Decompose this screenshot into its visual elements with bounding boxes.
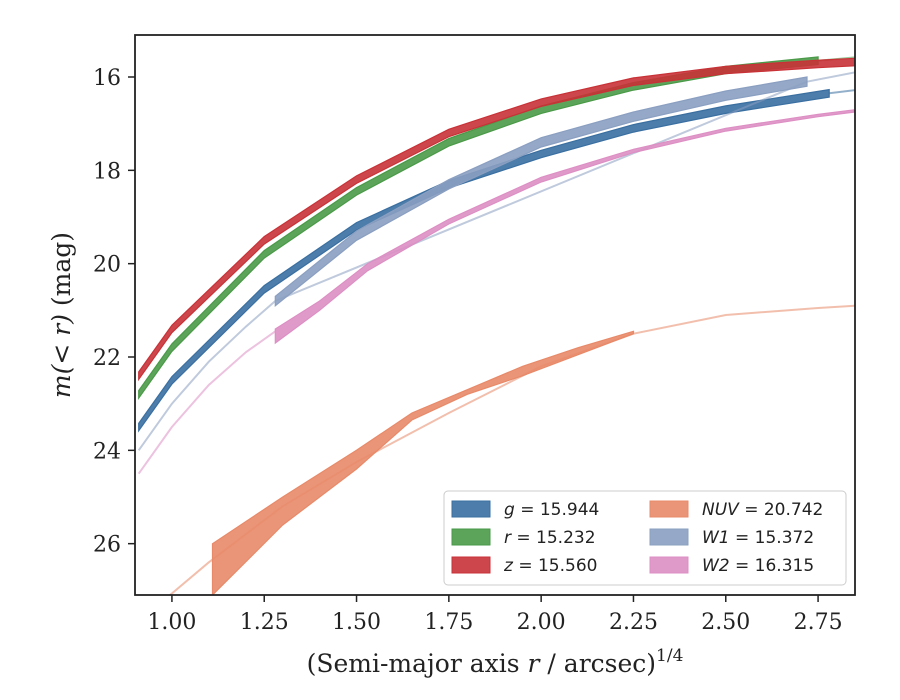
x-tick-label: 1.75 (424, 610, 473, 635)
legend-label-r: r = 15.232 (504, 528, 596, 548)
plot-frame (134, 34, 856, 596)
legend-swatch-w1 (649, 528, 689, 546)
x-tick-label: 2.25 (609, 610, 658, 635)
y-tick-label: 20 (93, 253, 121, 278)
y-tick-label: 22 (93, 346, 121, 371)
series-g-band (138, 88, 830, 433)
y-tick-label: 16 (93, 66, 121, 91)
x-tick-label: 2.50 (701, 610, 750, 635)
legend-swatch-r (451, 528, 491, 546)
legend-label-w2: W2 = 16.315 (702, 556, 814, 576)
x-tick-label: 1.50 (332, 610, 381, 635)
legend-swatch-w2 (649, 556, 689, 574)
legend-label-w1: W1 = 15.372 (702, 528, 814, 548)
legend-box (443, 490, 847, 586)
legend-label-z: z = 15.560 (503, 556, 597, 576)
series-w1-band (274, 76, 808, 307)
x-tick-label: 1.25 (240, 610, 289, 635)
y-tick-label: 24 (93, 439, 121, 464)
series-z-band (138, 57, 855, 382)
series-w2-band (274, 109, 855, 345)
x-tick-label: 1.00 (147, 610, 196, 635)
legend-label-g: g = 15.944 (504, 500, 599, 520)
x-axis-label: (Semi-major axis r / arcsec)1/4 (307, 646, 684, 678)
legend-swatch-g (451, 500, 491, 518)
plot-area (137, 56, 855, 595)
x-tick-label: 2.00 (517, 610, 566, 635)
series-nuv-band (211, 330, 635, 595)
legend: g = 15.944 r = 15.232 z = 15.560 NUV = 20.7… (443, 490, 847, 586)
legend-swatch-z (451, 556, 491, 574)
axes: 1.00 1.25 1.50 1.75 2.00 2.25 2.50 2.75 16 18 20 22… (47, 34, 856, 678)
series-w2-extrapolation (137, 330, 276, 475)
y-tick-label: 26 (93, 533, 121, 558)
y-axis-label: m(< r) (mag) (47, 232, 76, 398)
x-tick-label: 2.75 (794, 610, 843, 635)
legend-label-nuv: NUV = 20.742 (702, 500, 823, 520)
legend-swatch-nuv (649, 500, 689, 518)
y-tick-label: 18 (93, 159, 121, 184)
series-g-extrapolation (829, 89, 855, 95)
